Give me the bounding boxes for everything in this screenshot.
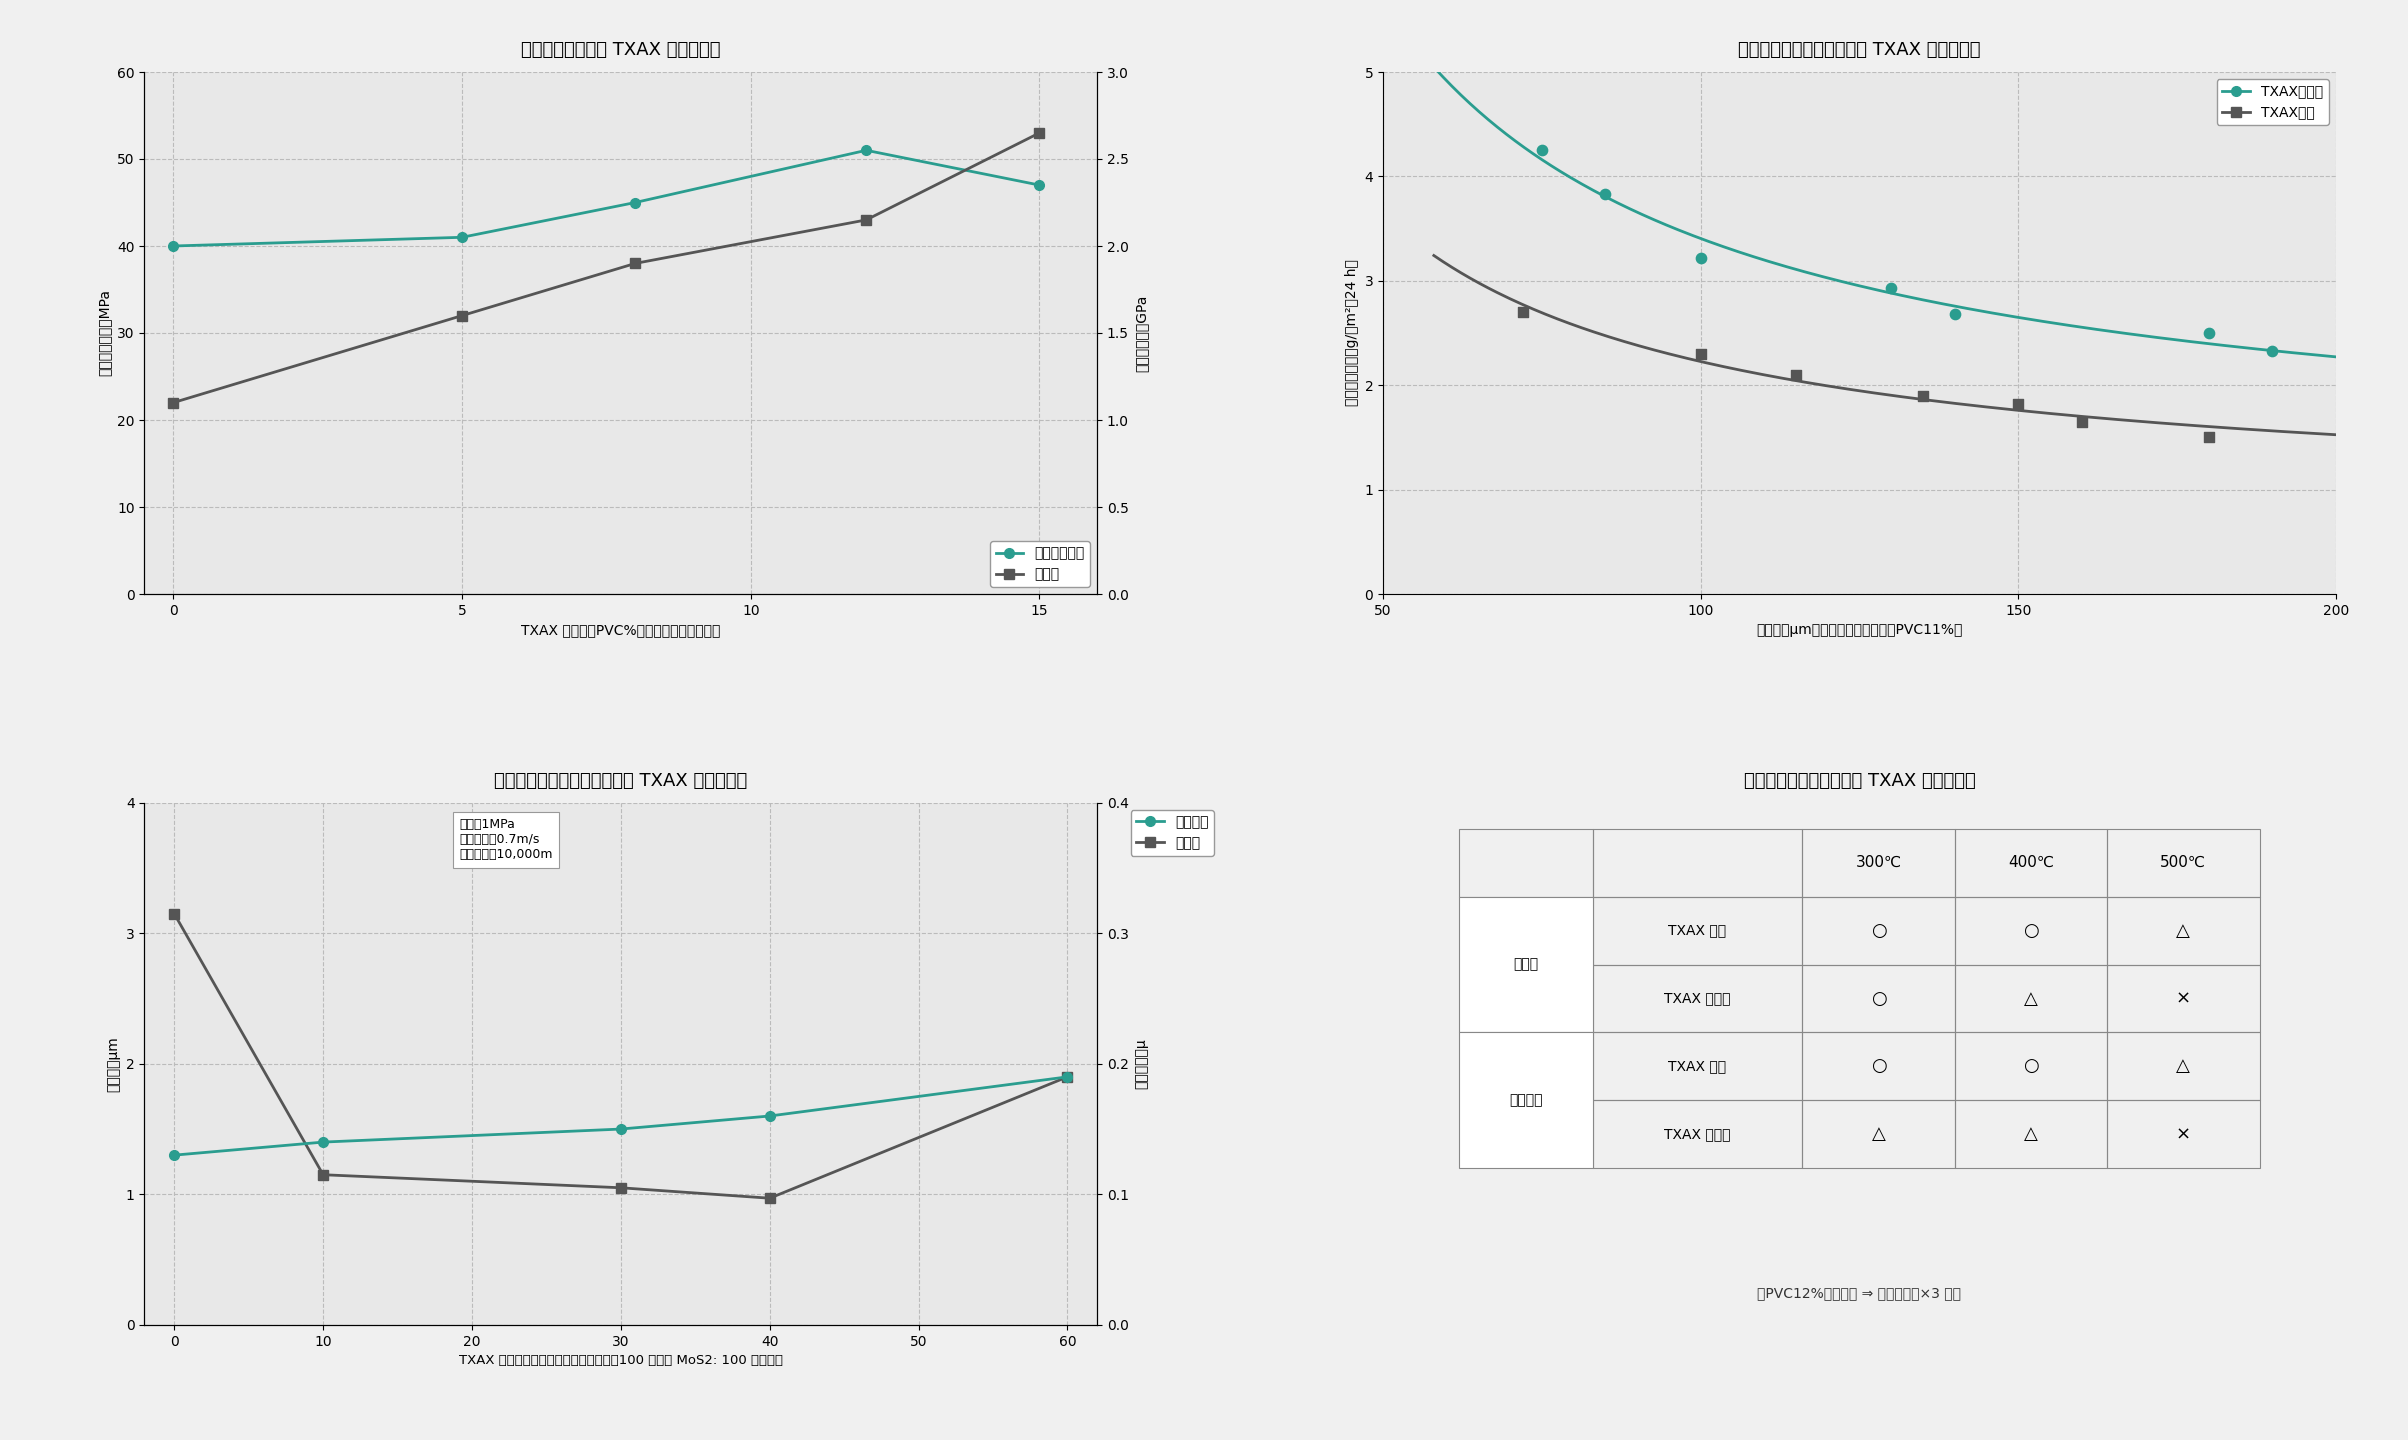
X-axis label: TXAX 添加量，重量部（エポキシ樹脂：100 重量部 MoS2: 100 重量部）: TXAX 添加量，重量部（エポキシ樹脂：100 重量部 MoS2: 100 重量… [460, 1354, 783, 1367]
Y-axis label: 引張弾性率，GPa: 引張弾性率，GPa [1134, 294, 1149, 372]
Point [1936, 302, 1975, 325]
Text: ○: ○ [2023, 1057, 2040, 1076]
Point [2254, 340, 2292, 363]
Text: △: △ [1871, 1125, 1885, 1143]
Bar [2107, 897, 2259, 965]
Legend: TXAX無添加, TXAX添加: TXAX無添加, TXAX添加 [2218, 79, 2329, 125]
Bar [1801, 897, 1955, 965]
Text: △: △ [2025, 1125, 2037, 1143]
Text: （PVC12%，［加熱 ⇒ 水中浸漬］×3 回）: （PVC12%，［加熱 ⇒ 水中浸漬］×3 回） [1758, 1286, 1963, 1300]
Point [1522, 138, 1560, 161]
Bar [1459, 1032, 1592, 1168]
Point [1681, 246, 1719, 269]
Point [1503, 301, 1541, 324]
Text: △: △ [2025, 989, 2037, 1008]
Y-axis label: 水蒸気透過度，g/（m²・24 h）: 水蒸気透過度，g/（m²・24 h） [1346, 259, 1358, 406]
Text: ○: ○ [2023, 922, 2040, 940]
Y-axis label: 摩耗量，μm: 摩耗量，μm [106, 1035, 120, 1092]
Legend: 引張破断強度, 弾性率: 引張破断強度, 弾性率 [990, 541, 1091, 588]
Text: ○: ○ [1871, 1057, 1885, 1076]
Bar [1801, 1032, 1955, 1100]
Point [1681, 343, 1719, 366]
Bar [1801, 965, 1955, 1032]
Bar [1459, 897, 1592, 1032]
Text: ×: × [2177, 989, 2191, 1008]
Text: 400℃: 400℃ [2008, 855, 2054, 870]
X-axis label: TXAX 添加量，PVC%（エポキシ樹脂塗料）: TXAX 添加量，PVC%（エポキシ樹脂塗料） [520, 624, 720, 638]
Bar [2107, 965, 2259, 1032]
Point [2189, 321, 2227, 344]
Bar [1592, 829, 1801, 897]
Y-axis label: 引張破断強度，MPa: 引張破断強度，MPa [99, 289, 111, 376]
Text: TXAX 無添加: TXAX 無添加 [1664, 1128, 1731, 1142]
Bar [1955, 1032, 2107, 1100]
Text: 面圧：1MPa
滑り速度：0.7m/s
滑り距離：10,000m: 面圧：1MPa 滑り速度：0.7m/s 滑り距離：10,000m [460, 818, 551, 861]
Text: TXAX 添加: TXAX 添加 [1669, 1060, 1727, 1073]
Bar [1592, 897, 1801, 965]
Point [1905, 384, 1943, 408]
Text: 500℃: 500℃ [2160, 855, 2206, 870]
X-axis label: 塗膜厚，μm（エポキシ樹脂塗料、PVC11%）: 塗膜厚，μm（エポキシ樹脂塗料、PVC11%） [1755, 624, 1963, 638]
Text: △: △ [2177, 922, 2191, 940]
Bar [2107, 1032, 2259, 1100]
Point [1587, 183, 1625, 206]
Bar [2107, 829, 2259, 897]
Point [1777, 363, 1816, 386]
Bar [1801, 1100, 1955, 1168]
Bar [1955, 1100, 2107, 1168]
Text: 付着性: 付着性 [1512, 958, 1539, 972]
Point [1999, 393, 2037, 416]
Bar [1955, 897, 2107, 965]
Bar [1592, 1100, 1801, 1168]
Point [1871, 276, 1910, 300]
Y-axis label: 摩擦係数，μ: 摩擦係数，μ [1134, 1038, 1149, 1089]
Text: 300℃: 300℃ [1857, 855, 1902, 870]
Bar [1955, 965, 2107, 1032]
Bar [1801, 829, 1955, 897]
Bar [2107, 1100, 2259, 1168]
Text: ○: ○ [1871, 922, 1885, 940]
Legend: 摩擦係数, 摩耗量: 摩擦係数, 摩耗量 [1132, 809, 1214, 855]
Text: TXAX 無添加: TXAX 無添加 [1664, 992, 1731, 1005]
Title: シリコーン耐熱塗料への TXAX の添加効果: シリコーン耐熱塗料への TXAX の添加効果 [1743, 772, 1975, 791]
Title: 潤滑塗料の摺動特性に及ぼす TXAX の添加効果: 潤滑塗料の摺動特性に及ぼす TXAX の添加効果 [494, 772, 746, 791]
Text: TXAX 添加: TXAX 添加 [1669, 923, 1727, 937]
Text: ○: ○ [1871, 989, 1885, 1008]
Bar [1459, 829, 1592, 897]
Text: △: △ [2177, 1057, 2191, 1076]
Point [2061, 410, 2100, 433]
Title: 塗膜の水蒸気透過に及ぼす TXAX の添加効果: 塗膜の水蒸気透過に及ぼす TXAX の添加効果 [1739, 42, 1982, 59]
Text: 耐屈曲性: 耐屈曲性 [1510, 1093, 1544, 1107]
Bar [1955, 829, 2107, 897]
Bar [1592, 1032, 1801, 1100]
Point [2189, 426, 2227, 449]
Text: ×: × [2177, 1125, 2191, 1143]
Title: 塗膜強度に及ぼす TXAX の添加効果: 塗膜強度に及ぼす TXAX の添加効果 [520, 42, 720, 59]
Bar [1592, 965, 1801, 1032]
